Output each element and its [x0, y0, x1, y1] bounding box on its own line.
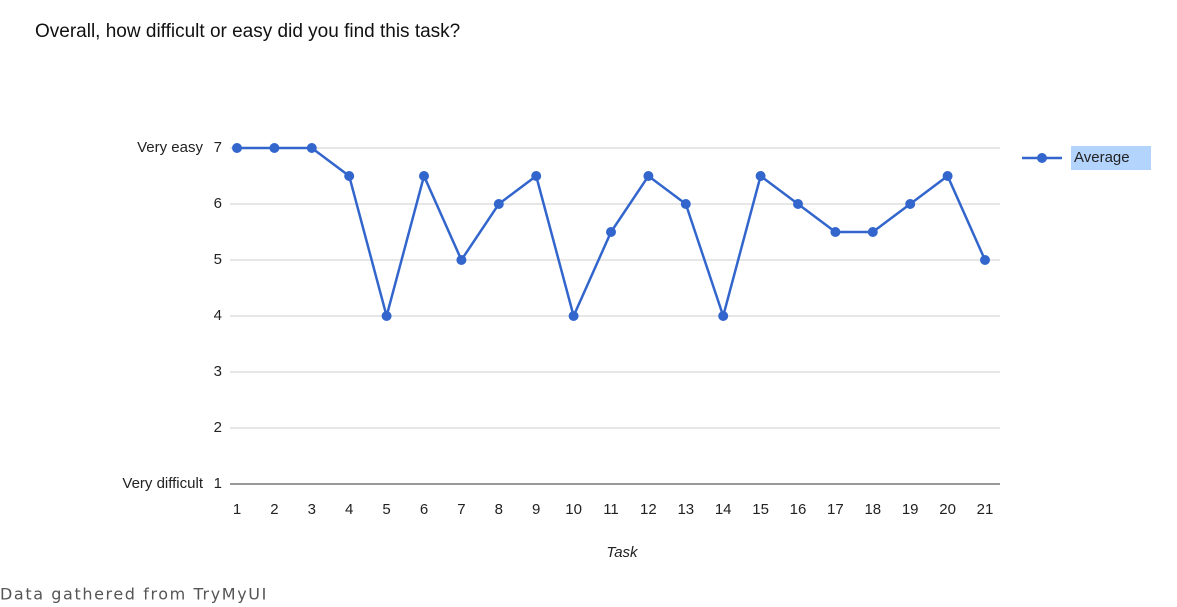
data-point [606, 227, 616, 237]
y-top-label: Very easy [137, 139, 203, 156]
data-point [718, 311, 729, 321]
data-point [531, 171, 542, 181]
x-axis-title: Task [606, 544, 639, 561]
data-point [942, 171, 953, 181]
x-tick-label: 20 [939, 501, 956, 518]
data-point [680, 199, 691, 209]
legend-dot [1037, 153, 1047, 163]
legend-highlight [1071, 146, 1151, 170]
legend-label: Average [1074, 149, 1130, 166]
y-tick-label: 6 [214, 195, 222, 212]
y-tick-label: 5 [214, 251, 222, 268]
data-point [344, 171, 355, 181]
x-tick-label: 1 [233, 501, 241, 518]
x-tick-label: 16 [790, 501, 807, 518]
y-tick-label: 3 [214, 363, 222, 380]
data-point [830, 227, 841, 237]
y-bottom-label: Very difficult [122, 475, 203, 492]
data-point [755, 171, 766, 181]
x-tick-label: 9 [532, 501, 540, 518]
chart-title: Overall, how difficult or easy did you f… [35, 21, 460, 42]
data-point [793, 199, 803, 209]
data-point [568, 311, 579, 321]
y-tick-label: 4 [214, 307, 222, 324]
y-tick-label: 2 [214, 419, 222, 436]
x-tick-label: 21 [977, 501, 994, 518]
data-point [456, 255, 467, 265]
source-note: Data gathered from TryMyUI [0, 585, 268, 604]
data-point [980, 255, 990, 265]
x-tick-label: 3 [308, 501, 316, 518]
x-tick-label: 5 [382, 501, 390, 518]
x-tick-label: 8 [495, 501, 503, 518]
data-point [381, 311, 392, 321]
x-tick-label: 10 [565, 501, 582, 518]
data-point [419, 171, 429, 181]
x-tick-label: 18 [864, 501, 881, 518]
x-tick-label: 6 [420, 501, 428, 518]
x-tick-label: 11 [603, 501, 619, 518]
data-point [306, 143, 317, 153]
data-point [493, 199, 504, 209]
data-point [643, 171, 654, 181]
y-tick-label: 1 [214, 475, 222, 492]
x-tick-label: 12 [640, 501, 657, 518]
x-tick-label: 14 [715, 501, 732, 518]
x-tick-label: 4 [345, 501, 353, 518]
x-tick-label: 2 [270, 501, 278, 518]
x-tick-label: 13 [677, 501, 694, 518]
x-tick-label: 19 [902, 501, 919, 518]
x-tick-label: 7 [457, 501, 465, 518]
data-point [867, 227, 878, 237]
y-tick-label: 7 [214, 139, 222, 156]
data-point [905, 199, 916, 209]
x-tick-label: 15 [752, 501, 769, 518]
data-point [232, 143, 242, 153]
x-tick-label: 17 [827, 501, 844, 518]
data-point [269, 143, 280, 153]
